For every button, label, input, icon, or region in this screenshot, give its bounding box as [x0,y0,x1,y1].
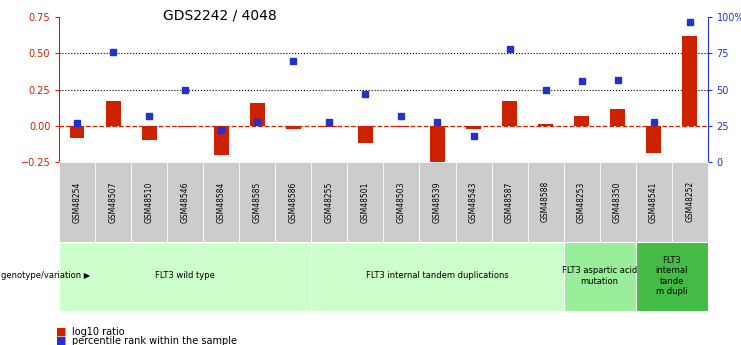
Bar [322,126,336,127]
Text: GSM48587: GSM48587 [505,181,514,223]
Bar [431,126,445,165]
Bar [599,162,636,241]
Text: FLT3 aspartic acid
mutation: FLT3 aspartic acid mutation [562,266,637,286]
Bar [384,162,419,241]
Text: GSM48546: GSM48546 [181,181,190,223]
Text: GSM48586: GSM48586 [289,181,298,223]
Text: GSM48507: GSM48507 [109,181,118,223]
Bar [358,126,373,143]
Bar [466,126,481,129]
Bar [646,126,661,154]
Bar [311,241,564,310]
Bar [286,126,301,129]
Text: FLT3
internal
tande
m dupli: FLT3 internal tande m dupli [655,256,688,296]
Bar [491,162,528,241]
Bar [142,126,156,140]
Bar [214,126,228,155]
Bar [250,103,265,126]
Bar [456,162,491,241]
Bar [564,162,599,241]
Bar [348,162,383,241]
Bar [502,101,516,126]
Text: log10 ratio: log10 ratio [72,327,124,337]
Text: GSM48539: GSM48539 [433,181,442,223]
Text: GSM48501: GSM48501 [361,181,370,223]
Bar [419,162,456,241]
Bar [70,126,84,138]
Text: percentile rank within the sample: percentile rank within the sample [72,336,237,345]
Bar [276,162,311,241]
Text: ■: ■ [56,336,66,345]
Text: genotype/variation ▶: genotype/variation ▶ [1,272,90,280]
Text: GSM48584: GSM48584 [217,181,226,223]
Bar [178,126,193,127]
Text: GSM48255: GSM48255 [325,181,334,223]
Text: FLT3 internal tandem duplications: FLT3 internal tandem duplications [366,272,509,280]
Bar [539,125,553,126]
Bar [59,162,96,241]
Text: GSM48254: GSM48254 [73,181,82,223]
Text: GSM48503: GSM48503 [397,181,406,223]
Bar [394,126,409,127]
Bar [239,162,276,241]
Text: FLT3 wild type: FLT3 wild type [156,272,216,280]
Text: GSM48253: GSM48253 [577,181,586,223]
Bar [106,101,121,126]
Bar [611,109,625,126]
Text: ■: ■ [56,327,66,337]
Bar [574,116,589,126]
Bar [59,241,311,310]
Text: GDS2242 / 4048: GDS2242 / 4048 [163,9,277,23]
Bar [131,162,167,241]
Bar [636,162,671,241]
Text: GSM48350: GSM48350 [613,181,622,223]
Bar [682,36,697,126]
Bar [564,241,636,310]
Bar [203,162,239,241]
Bar [636,241,708,310]
Text: GSM48252: GSM48252 [685,181,694,223]
Bar [167,162,203,241]
Bar [96,162,131,241]
Text: GSM48510: GSM48510 [144,181,154,223]
Text: GSM48543: GSM48543 [469,181,478,223]
Text: GSM48588: GSM48588 [541,181,550,223]
Text: GSM48585: GSM48585 [253,181,262,223]
Bar [311,162,348,241]
Text: GSM48541: GSM48541 [649,181,658,223]
Bar [528,162,564,241]
Bar [671,162,708,241]
